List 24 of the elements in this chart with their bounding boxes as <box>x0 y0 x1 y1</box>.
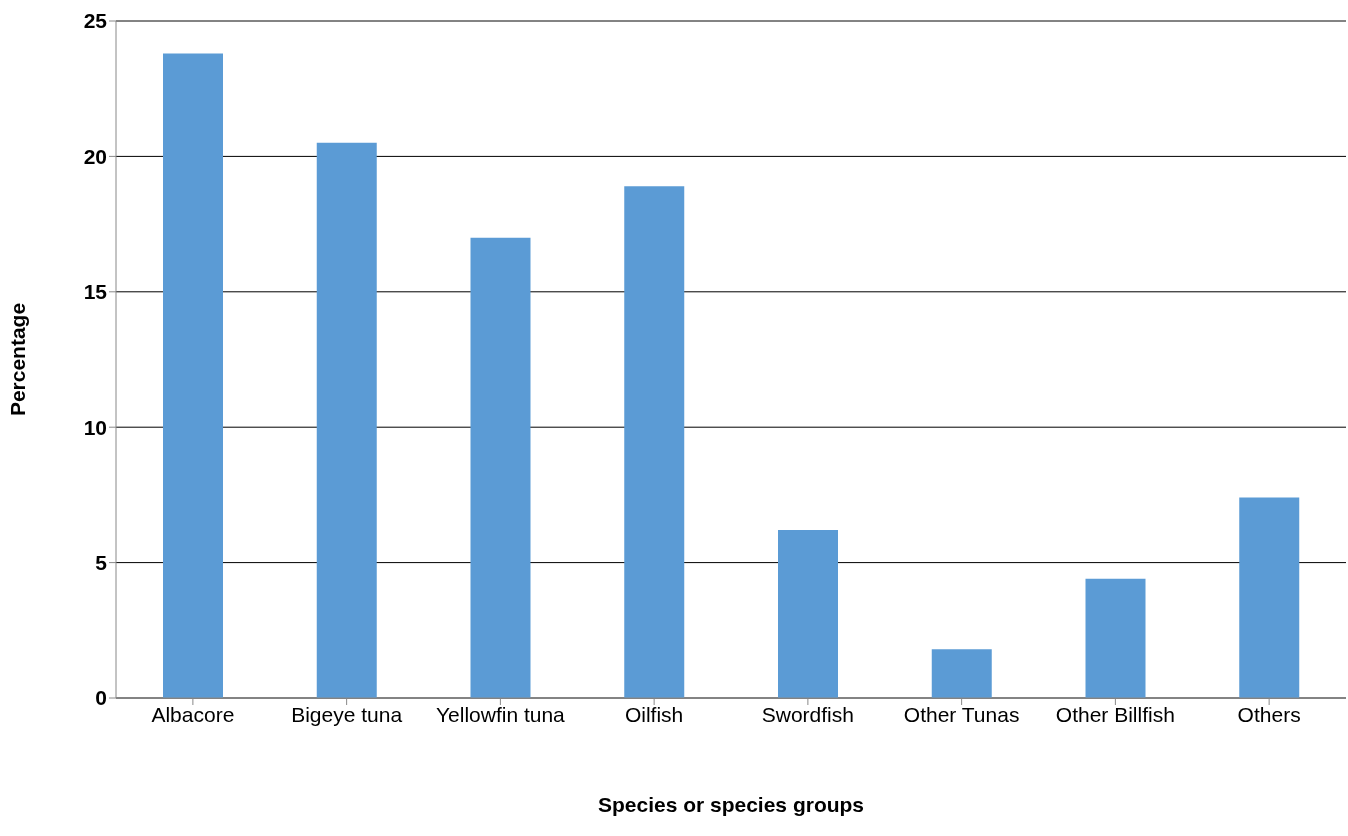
x-tick-label: Others <box>1237 702 1301 726</box>
bar <box>470 237 531 698</box>
x-tick-label: Yellowfin tuna <box>435 702 566 726</box>
bar <box>163 53 223 698</box>
bar <box>931 649 992 698</box>
bar <box>1085 578 1146 698</box>
bar <box>624 186 685 698</box>
x-tick-label: Oilfish <box>624 702 684 726</box>
x-tick-label: Swordfish <box>761 702 854 726</box>
y-tick-label: 5 <box>95 551 108 575</box>
x-axis-title: Species or species groups <box>597 793 865 816</box>
y-tick-label: 0 <box>95 686 107 710</box>
y-tick-label: 20 <box>83 144 107 168</box>
bar <box>1239 497 1300 698</box>
x-tick-label: Other Billfish <box>1055 702 1175 726</box>
x-tick-label: Bigeye tuna <box>291 702 403 726</box>
y-tick-label: 10 <box>83 415 107 439</box>
bar <box>778 530 838 698</box>
y-axis-title: Percentage <box>6 302 30 417</box>
x-tick-label: Other Tunas <box>903 702 1020 726</box>
bar <box>316 142 377 698</box>
y-tick-label: 25 <box>83 9 108 33</box>
x-tick-label: Albacore <box>151 702 235 726</box>
y-tick-label: 15 <box>83 280 108 304</box>
